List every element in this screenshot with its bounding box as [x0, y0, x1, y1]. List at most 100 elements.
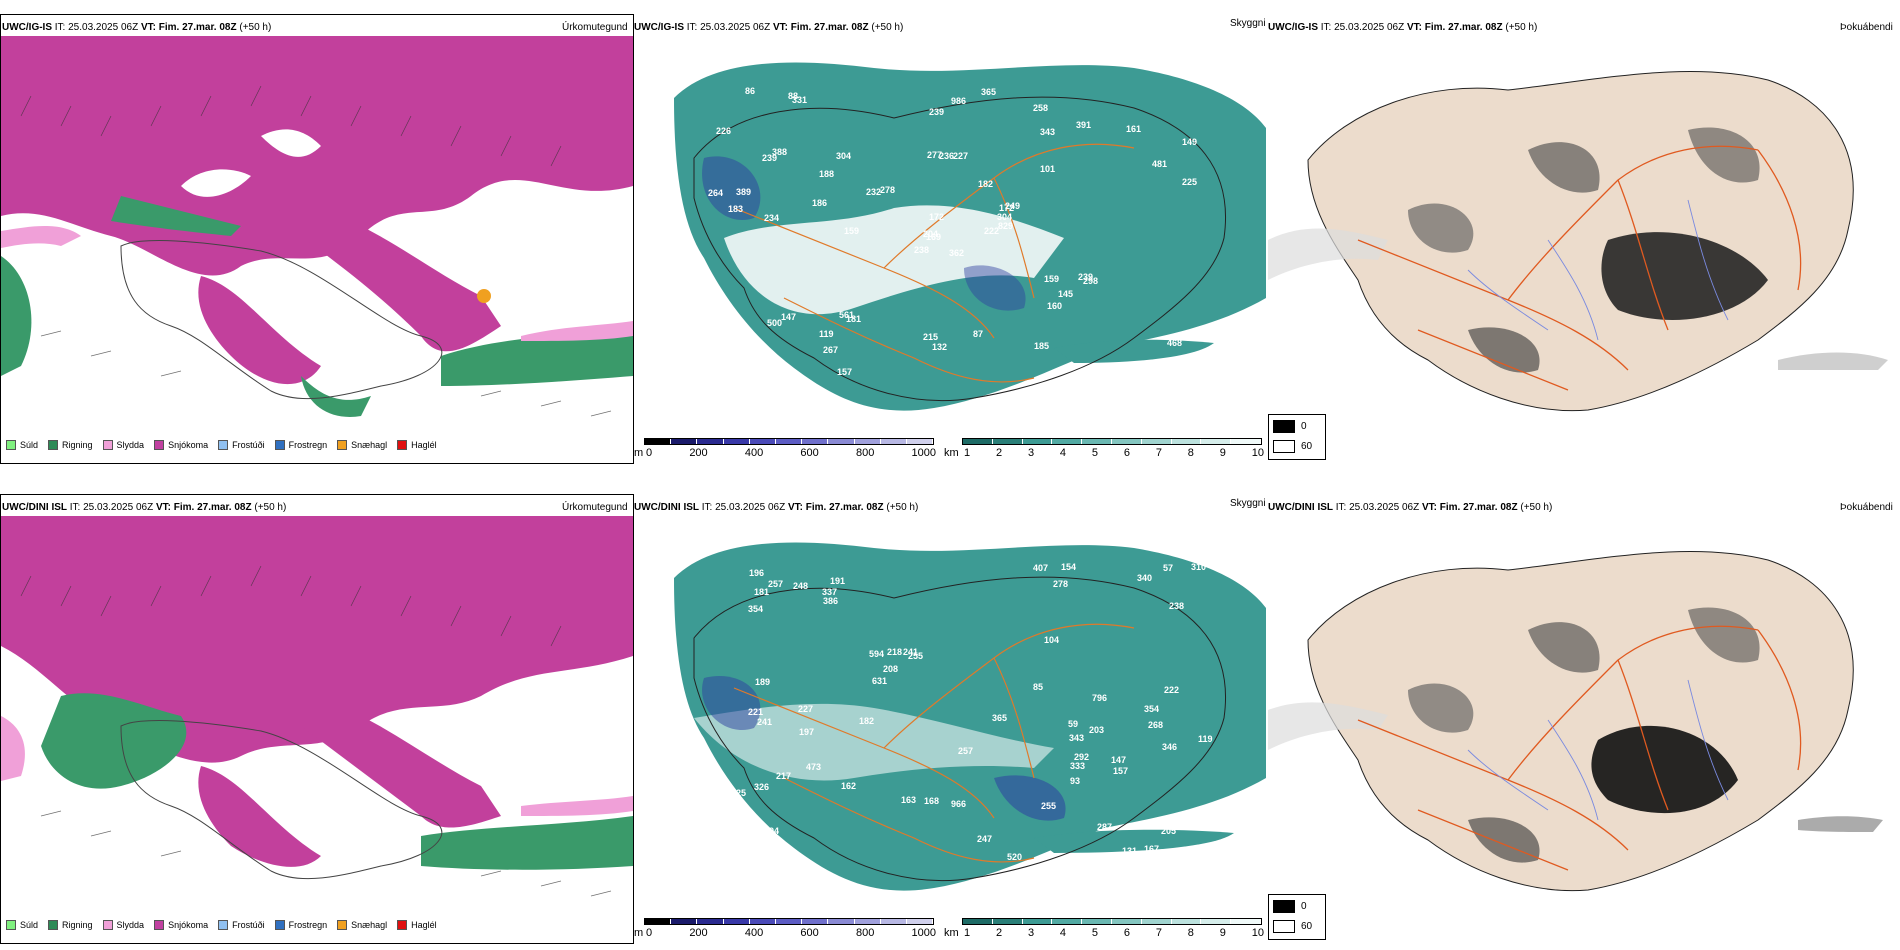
cloud-base-value: 249 [1005, 201, 1020, 211]
legend-label: Snjókoma [168, 920, 209, 930]
fog-legend-2-row-1: 60 [1273, 920, 1312, 933]
cloud-base-value: 215 [923, 332, 938, 342]
cloud-base-value: 222 [1164, 685, 1179, 695]
cloud-base-value: 167 [1144, 844, 1159, 854]
cloud-base-value: 203 [1089, 725, 1104, 735]
cloud-base-value: 181 [754, 587, 769, 597]
cloud-base-value: 182 [859, 716, 874, 726]
cloud-base-value: 160 [1047, 301, 1062, 311]
cloud-base-value: 204 [923, 229, 938, 239]
cloud-base-value: 59 [1068, 719, 1078, 729]
colorbar-tick: 6 [1123, 927, 1130, 939]
colorbar-tick: 3 [1027, 927, 1035, 939]
legend-item-3: Snjókoma [154, 920, 208, 930]
cloud-base-value: 278 [880, 185, 895, 195]
cloud-base-value: 481 [1152, 159, 1167, 169]
cloud-base-value: 88 [788, 91, 798, 101]
cloud-base-value: 222 [984, 226, 999, 236]
cloud-base-value: 365 [992, 713, 1007, 723]
cloud-base-value: 287 [1097, 822, 1112, 832]
legend-label: Súld [20, 440, 39, 450]
cloud-base-value: 346 [1162, 742, 1177, 752]
fog-map [1268, 40, 1900, 420]
legend-swatch [48, 920, 59, 930]
colorbar-tick: 5 [1091, 447, 1098, 459]
cloud-base-value: 57 [1163, 563, 1173, 573]
cloud-base-value: 119 [1198, 734, 1213, 744]
cloud-base-value: 238 [1169, 601, 1184, 611]
legend-item-5: Frostregn [274, 920, 327, 930]
cloud-base-value: 594 [869, 649, 884, 659]
cloud-base-value: 87 [973, 329, 983, 339]
cloud-base-value: 186 [812, 198, 827, 208]
precip-map-2 [1, 516, 633, 914]
cloud-base-value: 159 [1044, 274, 1059, 284]
cloud-base-value: 257 [958, 746, 973, 756]
legend-swatch [102, 440, 113, 450]
cloud-map: 362 239 169 161 172 181 258 227 343 222 331 179 234 1… [634, 38, 1266, 430]
row2-fog-title: UWC/DINI ISL IT: 25.03.2025 06Z VT: Fim.… [1268, 502, 1553, 513]
cloud-base-value: 389 [736, 187, 751, 197]
cloud-base-value: 119 [819, 329, 834, 339]
colorbar-tick: 400 [744, 447, 764, 459]
legend-label: Frostúði [232, 920, 265, 930]
cloud-base-value: 631 [872, 676, 887, 686]
cloud-base-value: 354 [1144, 704, 1159, 714]
cloud-base-value: 157 [1113, 766, 1128, 776]
cloud-base-value: 304 [997, 212, 1012, 222]
colorbar-tick: 1000 [911, 447, 936, 459]
colorbar-tick: 600 [800, 447, 819, 459]
cloud-base-value: 183 [728, 204, 743, 214]
precip-type-label: Úrkomutegund [562, 22, 628, 33]
legend-item-2: Slydda [102, 920, 144, 930]
cloud-base-label: Skyggni [1230, 18, 1266, 29]
cloud-base-value: 365 [981, 87, 996, 97]
cloud-base-value: 205 [1161, 826, 1176, 836]
colorbar-m-bar [644, 438, 934, 445]
legend-item-3: Snjókoma [154, 440, 208, 450]
legend-label: Frostúði [232, 440, 265, 450]
cloud-base-value: 147 [1111, 755, 1126, 765]
cloud-base-value: 159 [844, 226, 859, 236]
cloud-base-value: 468 [1167, 338, 1182, 348]
colorbar-tick: 600 [800, 927, 819, 939]
legend-label: Snæhagl [351, 440, 388, 450]
colorbar-tick: 3 [1027, 447, 1035, 459]
row1-fog-title: UWC/IG-IS IT: 25.03.2025 06Z VT: Fim. 27… [1268, 22, 1538, 33]
cloud-base-value: 267 [823, 345, 838, 355]
cloud-base-value: 185 [1034, 341, 1049, 351]
colorbar-m-2: m 0 200 400 600 800 1000 [634, 918, 936, 944]
colorbar-m-ticks-2: 0 200 400 600 800 1000 [646, 927, 936, 939]
colorbar-m-bar-2 [644, 918, 934, 925]
precip-panel-frame [0, 14, 634, 464]
legend-item-2: Slydda [102, 440, 144, 450]
colorbar-tick: 800 [855, 927, 875, 939]
cloud-base-value: 168 [924, 796, 939, 806]
cloud-base-value: 343 [1040, 127, 1055, 137]
colorbar-km-bar-2 [962, 918, 1262, 925]
legend-swatch [337, 920, 348, 930]
legend-item-4: Frostúði [218, 440, 265, 450]
row2-cloud-title: UWC/DINI ISL IT: 25.03.2025 06Z VT: Fim.… [634, 502, 919, 513]
fog-legend-2-row-0: 0 [1273, 900, 1307, 913]
fog-map-2 [1268, 520, 1900, 900]
legend-label: Haglél [411, 920, 437, 930]
legend-label: Haglél [411, 440, 437, 450]
cloud-base-value: 425 [731, 788, 746, 798]
legend-item-0: Súld [6, 440, 38, 450]
legend-swatch [154, 920, 165, 930]
legend-swatch [274, 440, 285, 450]
cloud-base-value: 469 [749, 377, 764, 387]
cloud-base-value: 132 [932, 342, 947, 352]
fog-legend-row-1: 60 [1273, 440, 1312, 453]
legend-item-7: Haglél [397, 920, 437, 930]
legend-item-6: Snæhagl [337, 920, 387, 930]
cloud-base-value: 257 [768, 579, 783, 589]
cloud-base-value: 561 [839, 310, 854, 320]
fog-label-2: Þokuábendi [1840, 502, 1893, 513]
colorbar-tick: 6 [1123, 447, 1130, 459]
colorbar-km-bar [962, 438, 1262, 445]
precip-legend: Súld Rigning Slydda Snjókoma Frostúði Frostre… [6, 440, 437, 450]
legend-label: Rigning [62, 920, 93, 930]
cloud-base-value: 86 [745, 86, 755, 96]
